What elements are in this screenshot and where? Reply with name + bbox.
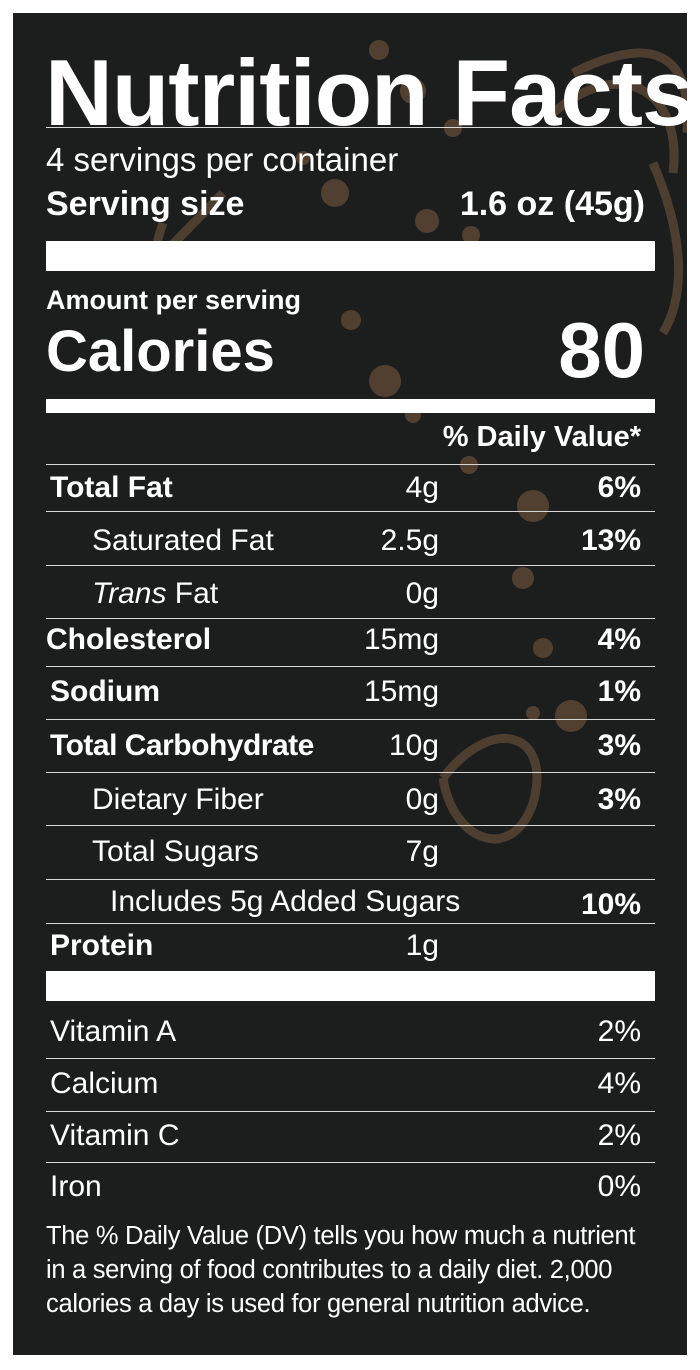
vitamin-name-calcium: Calcium — [50, 1067, 159, 1100]
nutrient-name-added-sugars: Includes 5g Added Sugars — [110, 885, 461, 918]
nutrient-name-protein: Protein — [50, 929, 154, 962]
trans-fat-suffix: Fat — [166, 577, 219, 610]
vitamin-name-iron: Iron — [50, 1170, 102, 1203]
nutrient-name-sodium: Sodium — [50, 675, 160, 708]
nutrient-dv-total-carbohydrate: 3% — [597, 729, 641, 762]
divider — [46, 1058, 655, 1059]
thick-divider — [46, 971, 655, 1001]
calories-label: Calories — [46, 319, 275, 384]
nutrient-amount-total-carbohydrate: 10g — [388, 729, 439, 762]
divider — [46, 879, 655, 880]
footnote-line: in a serving of food contributes to a da… — [46, 1256, 613, 1284]
nutrient-amount-sodium: 15mg — [363, 675, 439, 708]
divider — [46, 511, 655, 512]
divider — [46, 127, 655, 128]
nutrient-amount-saturated-fat: 2.5g — [380, 524, 439, 557]
divider — [46, 923, 655, 924]
nutrient-amount-total-fat: 4g — [405, 471, 439, 504]
nutrient-name-dietary-fiber: Dietary Fiber — [92, 783, 264, 816]
nutrient-dv-saturated-fat: 13% — [580, 524, 641, 557]
daily-value-header: % Daily Value* — [442, 421, 641, 453]
nutrient-name-total-fat: Total Fat — [50, 471, 173, 504]
divider — [46, 825, 655, 826]
nutrition-label: Nutrition Facts 4 servings per container… — [13, 13, 687, 1355]
nutrient-name-total-carbohydrate: Total Carbohydrate — [50, 729, 314, 762]
nutrient-amount-trans-fat: 0g — [405, 577, 439, 610]
nutrient-amount-protein: 1g — [405, 929, 439, 962]
coffee-bean-decoration — [151, 40, 687, 844]
nutrient-name-cholesterol: Cholesterol — [46, 623, 212, 656]
divider — [46, 1162, 655, 1163]
trans-italic: Trans — [92, 577, 167, 610]
amount-per-serving: Amount per serving — [46, 285, 302, 315]
nutrient-dv-cholesterol: 4% — [597, 623, 641, 656]
nutrient-name-total-sugars: Total Sugars — [92, 835, 259, 868]
divider — [46, 666, 655, 667]
divider — [46, 1111, 655, 1112]
divider — [46, 772, 655, 773]
calories-value: 80 — [558, 306, 645, 394]
divider — [46, 719, 655, 720]
nutrient-name-saturated-fat: Saturated Fat — [92, 524, 274, 557]
divider — [46, 464, 655, 465]
divider — [46, 618, 655, 619]
nutrient-dv-dietary-fiber: 3% — [597, 783, 641, 816]
medium-divider — [46, 399, 655, 413]
vitamin-dv-iron: 0% — [597, 1170, 641, 1203]
vitamin-dv-calcium: 4% — [597, 1067, 641, 1100]
nutrient-dv-total-fat: 6% — [597, 471, 641, 504]
nutrient-amount-total-sugars: 7g — [405, 835, 439, 868]
vitamin-dv-vitamin-c: 2% — [597, 1119, 641, 1152]
nutrient-amount-dietary-fiber: 0g — [405, 783, 439, 816]
serving-size-value: 1.6 oz (45g) — [459, 185, 645, 223]
label-title: Nutrition Facts — [45, 40, 687, 145]
nutrient-dv-sodium: 1% — [597, 675, 641, 708]
footnote-line: The % Daily Value (DV) tells you how muc… — [46, 1222, 636, 1250]
vitamin-dv-vitamin-a: 2% — [597, 1015, 641, 1048]
nutrient-dv-added-sugars: 10% — [580, 888, 641, 921]
vitamin-name-vitamin-a: Vitamin A — [50, 1015, 177, 1048]
servings-per-container: 4 servings per container — [46, 141, 399, 178]
vitamin-name-vitamin-c: Vitamin C — [50, 1119, 180, 1152]
nutrient-amount-cholesterol: 15mg — [363, 623, 439, 656]
divider — [46, 565, 655, 566]
nutrient-name-trans-fat: Trans Fat — [92, 577, 218, 611]
serving-size-label: Serving size — [46, 185, 245, 223]
thick-divider — [46, 241, 655, 271]
footnote-line: calories a day is used for general nutri… — [46, 1290, 591, 1318]
